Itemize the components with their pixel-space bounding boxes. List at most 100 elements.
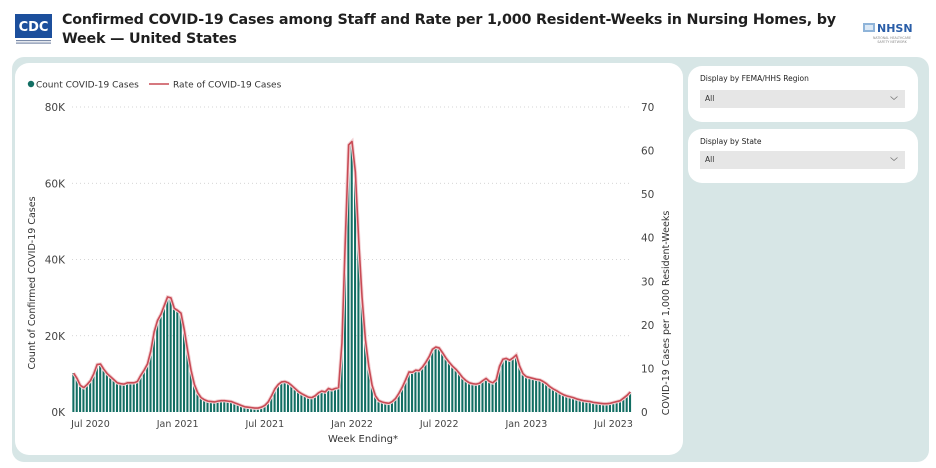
bar bbox=[444, 357, 447, 412]
bar bbox=[82, 387, 85, 412]
bar bbox=[333, 388, 336, 412]
bar bbox=[122, 384, 125, 412]
bar bbox=[461, 377, 464, 412]
bar bbox=[558, 392, 561, 412]
bar bbox=[300, 393, 303, 412]
bar bbox=[602, 403, 605, 412]
chart-card: Count COVID-19 Cases Rate of COVID-19 Ca… bbox=[15, 63, 683, 455]
bar bbox=[441, 352, 444, 412]
bar bbox=[424, 362, 427, 412]
bar bbox=[538, 379, 541, 412]
bar bbox=[317, 392, 320, 412]
bar bbox=[330, 389, 333, 412]
bar bbox=[293, 388, 296, 412]
y2-tick-label: 50 bbox=[641, 189, 654, 201]
bar bbox=[434, 347, 437, 412]
y-tick-label: 60K bbox=[45, 178, 66, 190]
bar bbox=[189, 370, 192, 412]
bar bbox=[99, 363, 102, 412]
bar bbox=[270, 395, 273, 412]
bar bbox=[407, 371, 410, 412]
bar bbox=[484, 378, 487, 412]
nhsn-logo: NHSN NATIONAL HEALTHCARE SAFETY NETWORK bbox=[863, 22, 913, 44]
combo-chart: Count COVID-19 Cases Rate of COVID-19 Ca… bbox=[27, 80, 672, 446]
bar bbox=[350, 141, 353, 412]
bar bbox=[498, 366, 501, 412]
bar bbox=[575, 399, 578, 412]
bar bbox=[387, 403, 390, 412]
bar bbox=[323, 392, 326, 412]
bar bbox=[521, 373, 524, 413]
bar bbox=[457, 373, 461, 412]
legend-bar-swatch bbox=[27, 80, 35, 88]
bar bbox=[545, 383, 548, 412]
bar bbox=[139, 375, 142, 412]
bar bbox=[501, 359, 504, 412]
bar bbox=[303, 395, 306, 412]
bar bbox=[608, 403, 611, 412]
bar bbox=[260, 407, 263, 412]
bar bbox=[404, 379, 407, 412]
bar bbox=[75, 378, 78, 412]
bar bbox=[592, 402, 595, 412]
bar bbox=[468, 383, 471, 412]
bar bbox=[411, 372, 414, 412]
svg-text:NATIONAL HEALTHCARE: NATIONAL HEALTHCARE bbox=[873, 36, 911, 40]
y2-tick-label: 20 bbox=[641, 320, 654, 332]
bar bbox=[561, 394, 565, 412]
slicer-region-label: Display by FEMA/HHS Region bbox=[700, 74, 809, 83]
rate-line bbox=[73, 140, 631, 409]
legend-label-count: Count COVID-19 Cases bbox=[36, 81, 139, 91]
state-dropdown[interactable]: All bbox=[700, 151, 905, 169]
x-tick-label: Jul 2023 bbox=[593, 419, 633, 430]
bar bbox=[109, 376, 112, 412]
bar bbox=[95, 364, 98, 412]
bar bbox=[149, 351, 152, 412]
y2-tick-label: 40 bbox=[641, 233, 654, 245]
region-dropdown[interactable]: All bbox=[700, 90, 905, 108]
bar bbox=[528, 377, 531, 412]
bar bbox=[571, 397, 575, 412]
state-dropdown-value: All bbox=[705, 155, 715, 164]
x-tick-label: Jan 2021 bbox=[156, 419, 199, 430]
bar bbox=[414, 370, 417, 412]
bar bbox=[240, 405, 243, 412]
bar bbox=[183, 331, 186, 412]
bar bbox=[488, 381, 491, 412]
bar bbox=[119, 383, 122, 412]
page-title: Confirmed COVID-19 Cases among Staff and… bbox=[62, 12, 836, 47]
bar bbox=[464, 380, 467, 412]
bar bbox=[229, 401, 233, 412]
bar bbox=[85, 384, 88, 412]
x-axis-title: Week Ending* bbox=[328, 434, 398, 445]
bar bbox=[605, 403, 608, 412]
bar bbox=[347, 145, 350, 413]
bar bbox=[357, 240, 360, 412]
bar bbox=[263, 405, 266, 412]
page-header: CDC Confirmed COVID-19 Cases among Staff… bbox=[0, 0, 936, 58]
chevron-down-icon bbox=[890, 157, 898, 162]
bar bbox=[421, 367, 424, 412]
bar bbox=[431, 349, 434, 412]
bar bbox=[377, 400, 380, 412]
y-tick-label: 0K bbox=[51, 407, 66, 419]
bar bbox=[394, 398, 397, 412]
bar bbox=[437, 347, 440, 412]
bar bbox=[360, 297, 363, 413]
bar bbox=[233, 402, 236, 412]
bar bbox=[400, 387, 404, 412]
bar bbox=[105, 373, 108, 413]
bar bbox=[132, 383, 135, 412]
bar bbox=[518, 366, 521, 412]
bar bbox=[478, 383, 481, 412]
bar bbox=[186, 351, 189, 412]
bar bbox=[508, 360, 511, 412]
bar bbox=[206, 400, 209, 412]
bar bbox=[216, 401, 219, 412]
bar bbox=[514, 354, 518, 412]
bar bbox=[555, 390, 558, 412]
bar bbox=[146, 363, 149, 412]
bar bbox=[280, 381, 283, 412]
bar bbox=[179, 314, 182, 412]
bar bbox=[565, 395, 568, 412]
